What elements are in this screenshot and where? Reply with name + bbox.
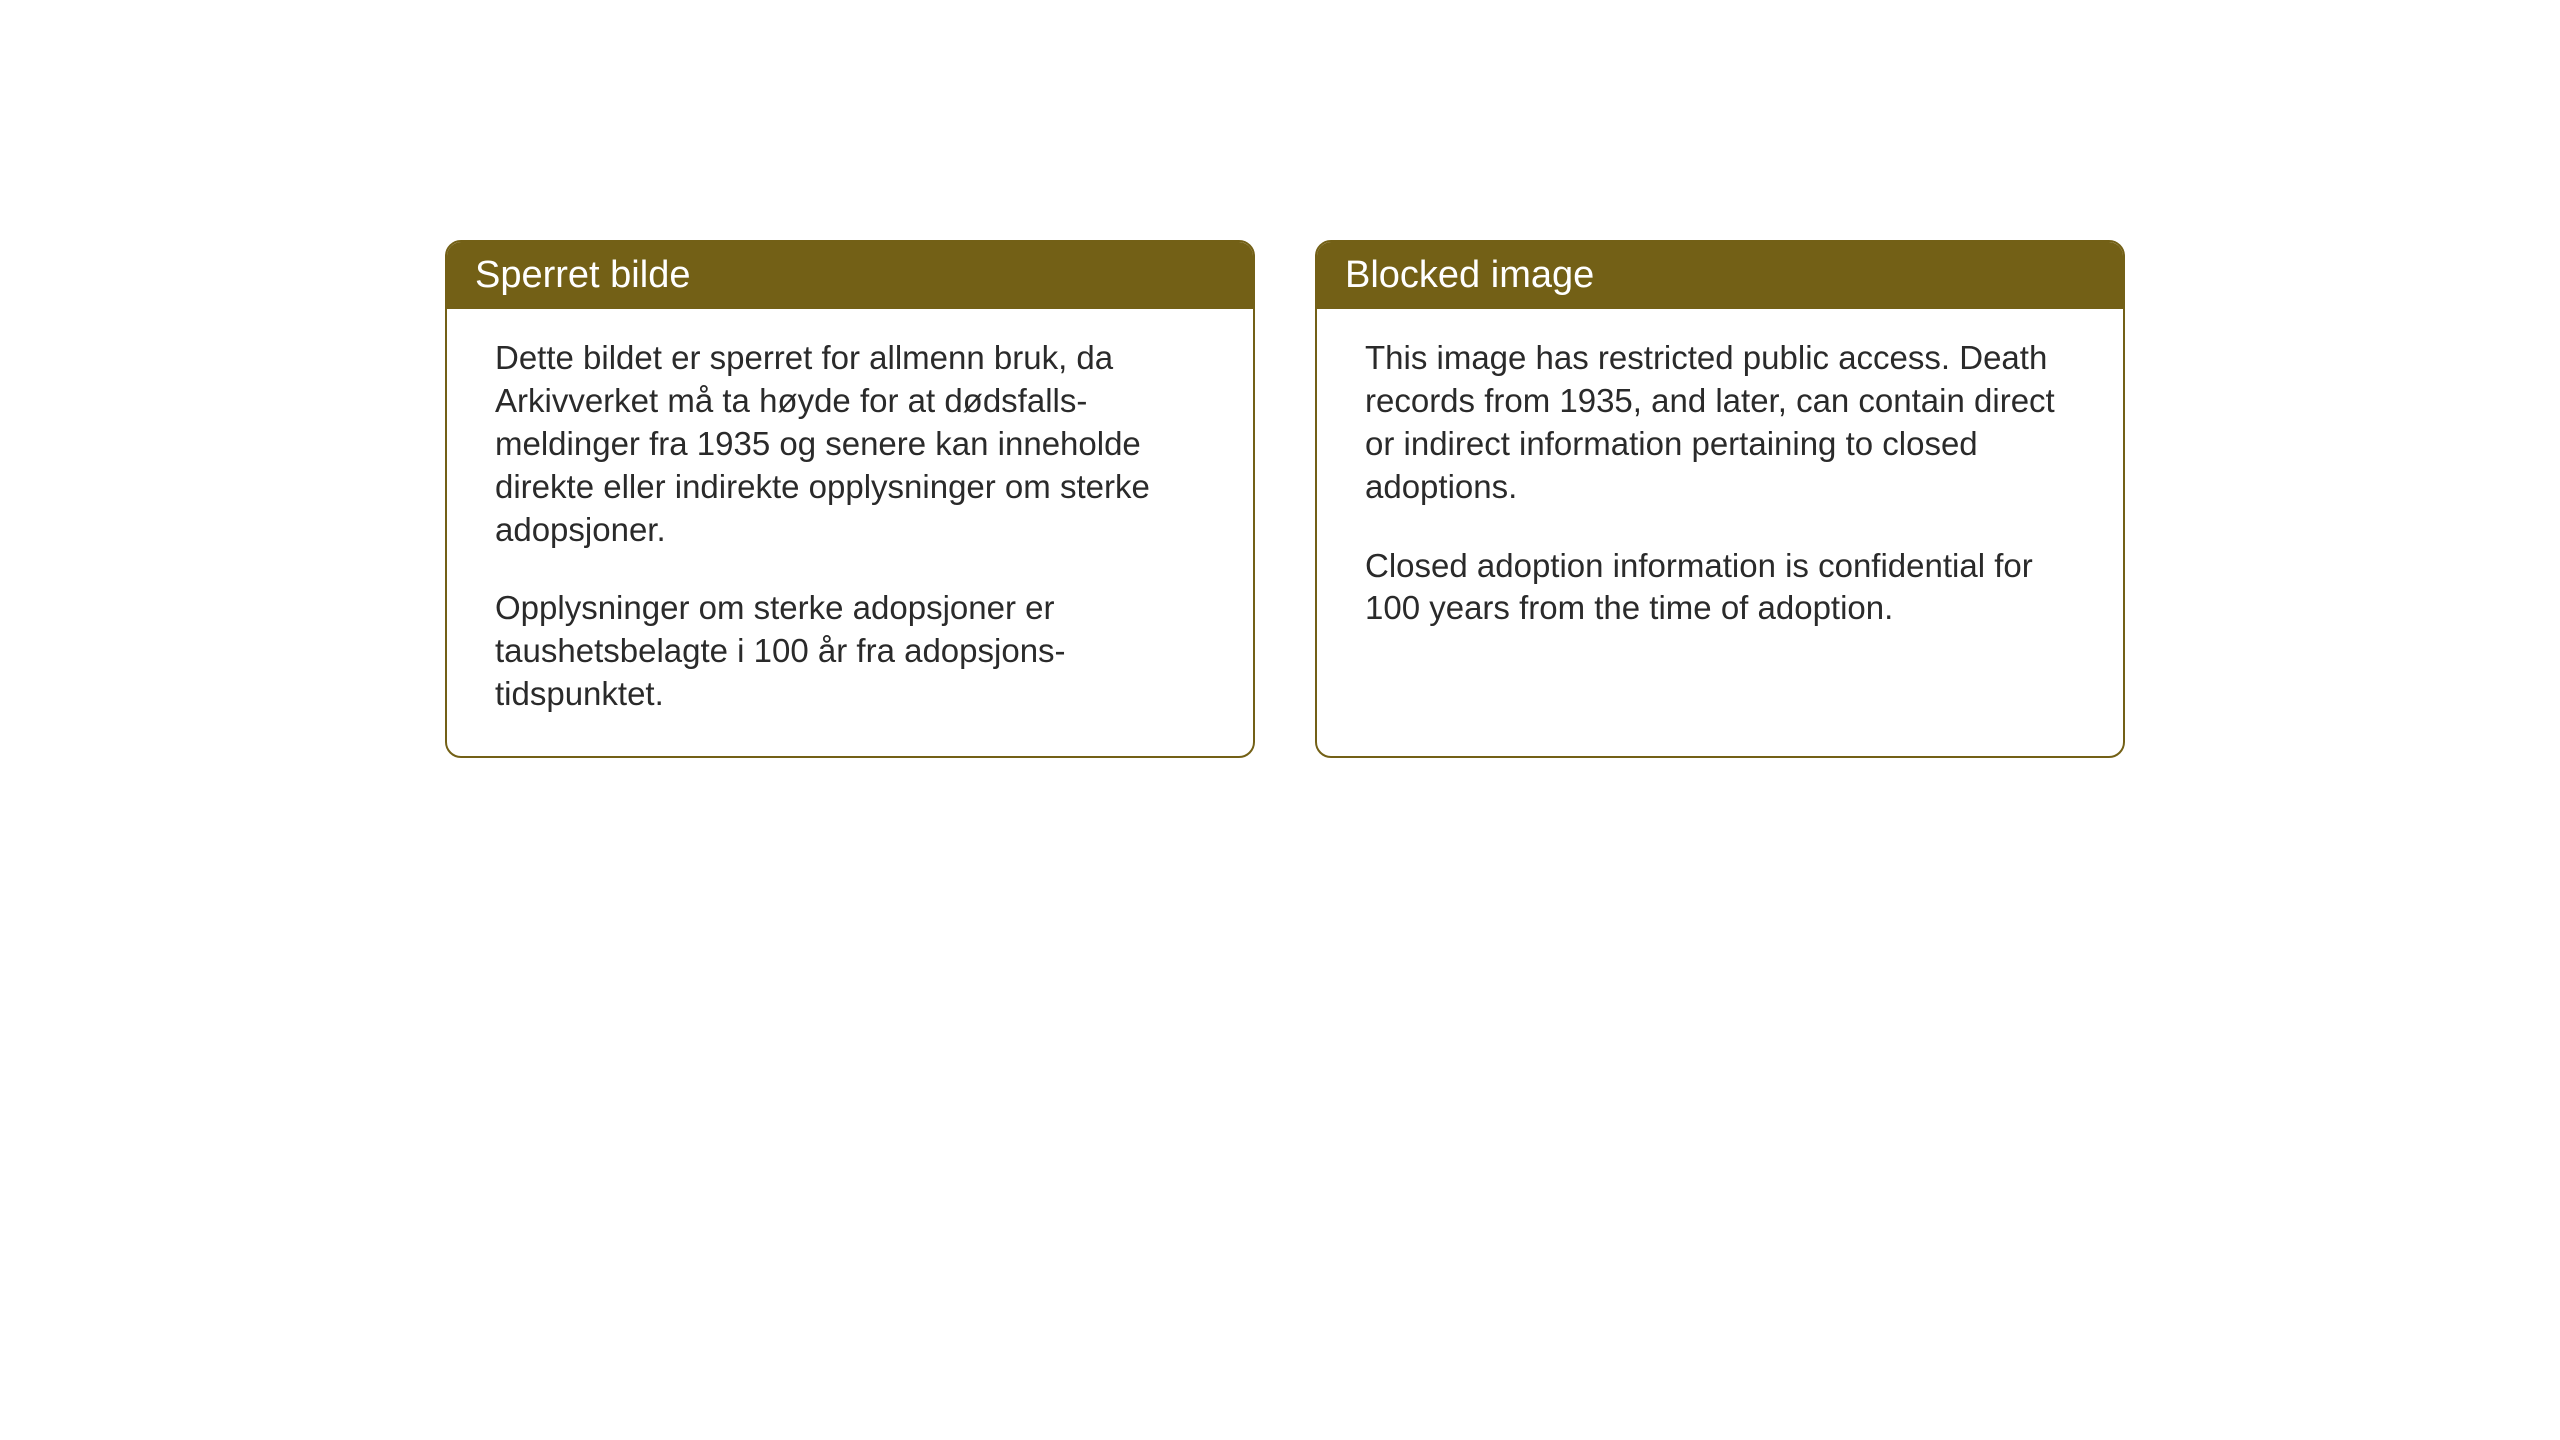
card-header-norwegian: Sperret bilde <box>447 242 1253 309</box>
card-title: Sperret bilde <box>475 254 690 296</box>
card-header-english: Blocked image <box>1317 242 2123 309</box>
card-paragraph: This image has restricted public access.… <box>1365 337 2075 509</box>
card-paragraph: Closed adoption information is confident… <box>1365 545 2075 631</box>
card-paragraph: Opplysninger om sterke adopsjoner er tau… <box>495 587 1205 716</box>
card-paragraph: Dette bildet er sperret for allmenn bruk… <box>495 337 1205 551</box>
card-body-english: This image has restricted public access.… <box>1317 309 2123 670</box>
notice-card-english: Blocked image This image has restricted … <box>1315 240 2125 758</box>
card-title: Blocked image <box>1345 254 1594 296</box>
notice-cards-container: Sperret bilde Dette bildet er sperret fo… <box>445 240 2125 758</box>
notice-card-norwegian: Sperret bilde Dette bildet er sperret fo… <box>445 240 1255 758</box>
card-body-norwegian: Dette bildet er sperret for allmenn bruk… <box>447 309 1253 756</box>
